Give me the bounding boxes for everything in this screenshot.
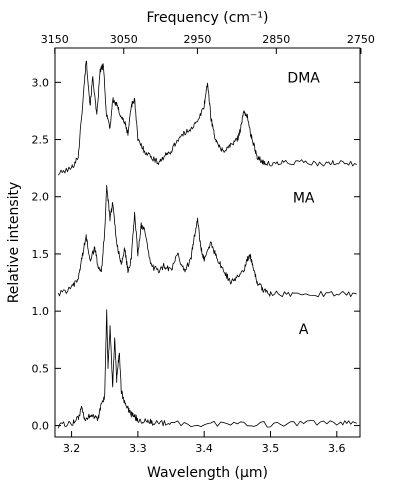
x-tick-label: 3.2 [63, 442, 81, 455]
x2-tick-label: 3050 [110, 33, 138, 46]
series-layer [57, 60, 357, 429]
y-tick-label: 2.0 [32, 191, 50, 204]
x2-tick-label: 3150 [41, 33, 69, 46]
x-axis-title: Wavelength (μm) [147, 465, 268, 481]
y-tick-label: 0.5 [32, 362, 50, 375]
series-line-ma [57, 184, 357, 298]
x-tick-label: 3.4 [195, 442, 213, 455]
x-tick-label: 3.3 [129, 442, 147, 455]
y-tick-label: 0.0 [32, 420, 50, 433]
y-tick-label: 1.5 [32, 248, 50, 261]
x2-tick-label: 2750 [347, 33, 375, 46]
y-tick-label: 3.0 [32, 76, 50, 89]
x2-tick-label: 2950 [183, 33, 211, 46]
y-axis-title: Relative intensity [6, 182, 22, 304]
x2-axis-title: Frequency (cm⁻¹) [146, 10, 268, 26]
x2-tick-label: 2850 [262, 33, 290, 46]
ticks-layer: 3.2 3.3 3.4 3.5 3.6 0.0 0.5 1.0 1.5 2.0 2.5 3.0 3150… [32, 33, 375, 455]
series-line-dma [57, 60, 357, 176]
plot-frame [54, 47, 361, 438]
y-tick-label: 2.5 [32, 134, 50, 147]
labels-layer: DMA MA A [287, 70, 320, 338]
series-line-a [57, 309, 357, 429]
series-label-a: A [299, 322, 309, 338]
x-tick-label: 3.6 [328, 442, 346, 455]
x-tick-label: 3.5 [262, 442, 280, 455]
y-tick-label: 1.0 [32, 305, 50, 318]
series-label-dma: DMA [287, 70, 320, 86]
series-label-ma: MA [293, 190, 315, 206]
